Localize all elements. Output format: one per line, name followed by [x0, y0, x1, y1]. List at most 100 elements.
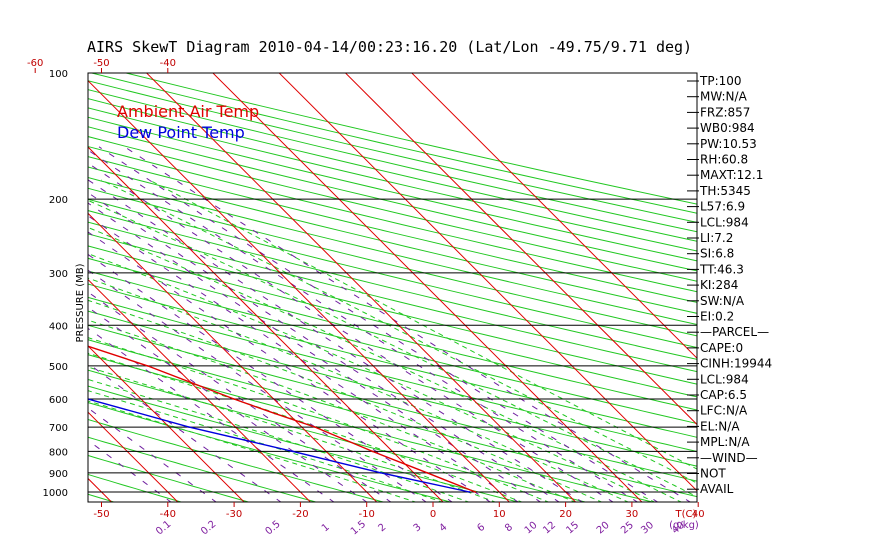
mixing-ratio-line	[88, 179, 584, 502]
mixing-ratio-tick-label: 3	[412, 522, 424, 535]
index-label: KI:284	[700, 278, 738, 292]
dry-adiabat	[88, 339, 697, 498]
dew-point-temp-line	[88, 398, 470, 493]
dew-point-temp-point	[188, 426, 191, 428]
isotherm	[212, 73, 643, 502]
index-label: CAPE:0	[700, 341, 743, 355]
isotherm	[88, 411, 179, 502]
ambient-air-temp-point	[371, 450, 374, 453]
index-label: —PARCEL—	[700, 325, 769, 339]
profiles	[88, 345, 477, 493]
moist-adiabat	[149, 179, 697, 470]
dry-adiabat	[88, 136, 697, 282]
mixing-ratio-tick-label: 8	[503, 522, 515, 535]
index-label: LCL:984	[700, 215, 749, 229]
top-temp-tick-label: -50	[93, 58, 109, 69]
dew-point-temp-point	[468, 491, 471, 493]
bottom-temp-tick-label: -20	[292, 509, 308, 520]
isotherm	[0, 0, 46, 503]
mixing-ratio-tick-label: 25	[619, 520, 636, 537]
mixing-ratio-tick-label: 1.5	[349, 519, 368, 538]
index-label: CINH:19944	[700, 357, 772, 371]
isotherm	[88, 79, 511, 502]
isotherm	[88, 212, 378, 502]
mixing-ratio-line	[88, 327, 335, 502]
index-label: FRZ:857	[700, 105, 750, 119]
dry-adiabat	[88, 187, 697, 337]
isotherms	[0, 0, 697, 503]
index-label: LCL:984	[700, 372, 749, 386]
dew-point-temp-point	[292, 450, 294, 453]
legend: Ambient Air Temp Dew Point Temp	[117, 102, 259, 142]
moist-adiabat	[88, 366, 497, 502]
mixing-ratio-tick-label: 20	[595, 520, 612, 537]
top-temp-tick-label: -60	[27, 58, 43, 69]
mixing-ratio-line	[88, 362, 282, 502]
mixing-ratio-line	[88, 231, 492, 502]
ambient-air-temp-point	[233, 398, 235, 400]
ambient-air-temp-point	[474, 491, 477, 493]
bottom-temp-tick-label: -30	[226, 509, 242, 520]
ambient-air-temp-point	[274, 412, 276, 415]
dew-point-temp-point	[379, 471, 382, 474]
index-label: L57:6.9	[700, 200, 745, 214]
bottom-temp-tick-label: -50	[93, 509, 109, 520]
dry-adiabat	[88, 107, 697, 252]
isotherm	[278, 73, 697, 492]
legend-dew-point-temp: Dew Point Temp	[117, 123, 245, 142]
mixing-ratio-tick-label: 2	[377, 522, 389, 535]
index-label: LI:7.2	[700, 231, 733, 245]
mixing-ratio-tick-label: 30	[639, 520, 656, 537]
mixing-ratio-tick-label: 0.1	[154, 519, 173, 538]
bottom-temp-tick-label: 0	[430, 509, 436, 520]
top-temp-tick-label: -40	[160, 58, 176, 69]
moist-adiabat	[88, 253, 656, 502]
mixing-ratio-line	[88, 162, 614, 502]
mixing-ratio-tick-label: 1	[320, 522, 332, 535]
bottom-temp-tick-label: 40	[692, 509, 705, 520]
dry-adiabat	[88, 257, 697, 411]
dry-adiabat	[88, 177, 697, 326]
ambient-air-temp-point	[146, 365, 149, 367]
dry-adiabat	[88, 245, 697, 398]
dry-adiabat	[88, 270, 697, 425]
moist-adiabat	[88, 319, 577, 502]
mixing-ratio-lines	[88, 146, 692, 502]
y-axis-label: PRESSURE (MB)	[75, 263, 86, 342]
chart-title: AIRS SkewT Diagram 2010-04-14/00:23:16.2…	[87, 38, 692, 56]
pressure-tick-label: 900	[49, 469, 68, 480]
isotherm	[145, 73, 577, 502]
dry-adiabat	[88, 324, 697, 482]
isotherm	[344, 73, 697, 426]
pressure-tick-label: 600	[49, 395, 68, 406]
mixing-ratio-line	[88, 407, 217, 502]
isotherm	[411, 73, 697, 359]
index-label: TP:100	[699, 74, 742, 88]
index-label: MW:N/A	[700, 90, 748, 104]
mixing-ratio-tick-label: 15	[564, 520, 581, 537]
bottom-temp-tick-label: -10	[359, 509, 375, 520]
dry-adiabat	[88, 198, 697, 349]
mixing-ratio-line	[88, 253, 453, 502]
mixing-ratio-unit-label: (g/kg)	[669, 520, 699, 531]
mixing-ratio-tick-label: 0.5	[263, 519, 282, 538]
dry-adiabat	[88, 369, 588, 502]
mixing-ratio-tick-label: 4	[438, 522, 450, 535]
index-label: EL:N/A	[700, 419, 740, 433]
bottom-temp-tick-label: 30	[626, 509, 639, 520]
bottom-temp-tick-label: 20	[559, 509, 572, 520]
pressure-tick-label: 500	[49, 362, 68, 373]
ambient-air-temp-point	[426, 471, 428, 474]
pressure-tick-label: 400	[49, 321, 68, 332]
mixing-ratio-labels: 0.1 0.2 0.5 1 1.5 2 3 4 6 8 10 12 15 20 25 30 40(g/kg)	[154, 519, 699, 538]
mixing-ratio-line	[88, 291, 392, 502]
dry-adiabat	[88, 454, 251, 502]
legend-ambient-air-temp: Ambient Air Temp	[117, 102, 259, 121]
mixing-ratio-tick-label: 0.2	[199, 519, 218, 538]
moist-adiabat	[100, 179, 697, 484]
pressure-tick-label: 800	[49, 447, 68, 458]
index-label: NOT	[700, 467, 726, 481]
ambient-air-temp-point	[314, 426, 316, 428]
dry-adiabat	[88, 283, 697, 438]
